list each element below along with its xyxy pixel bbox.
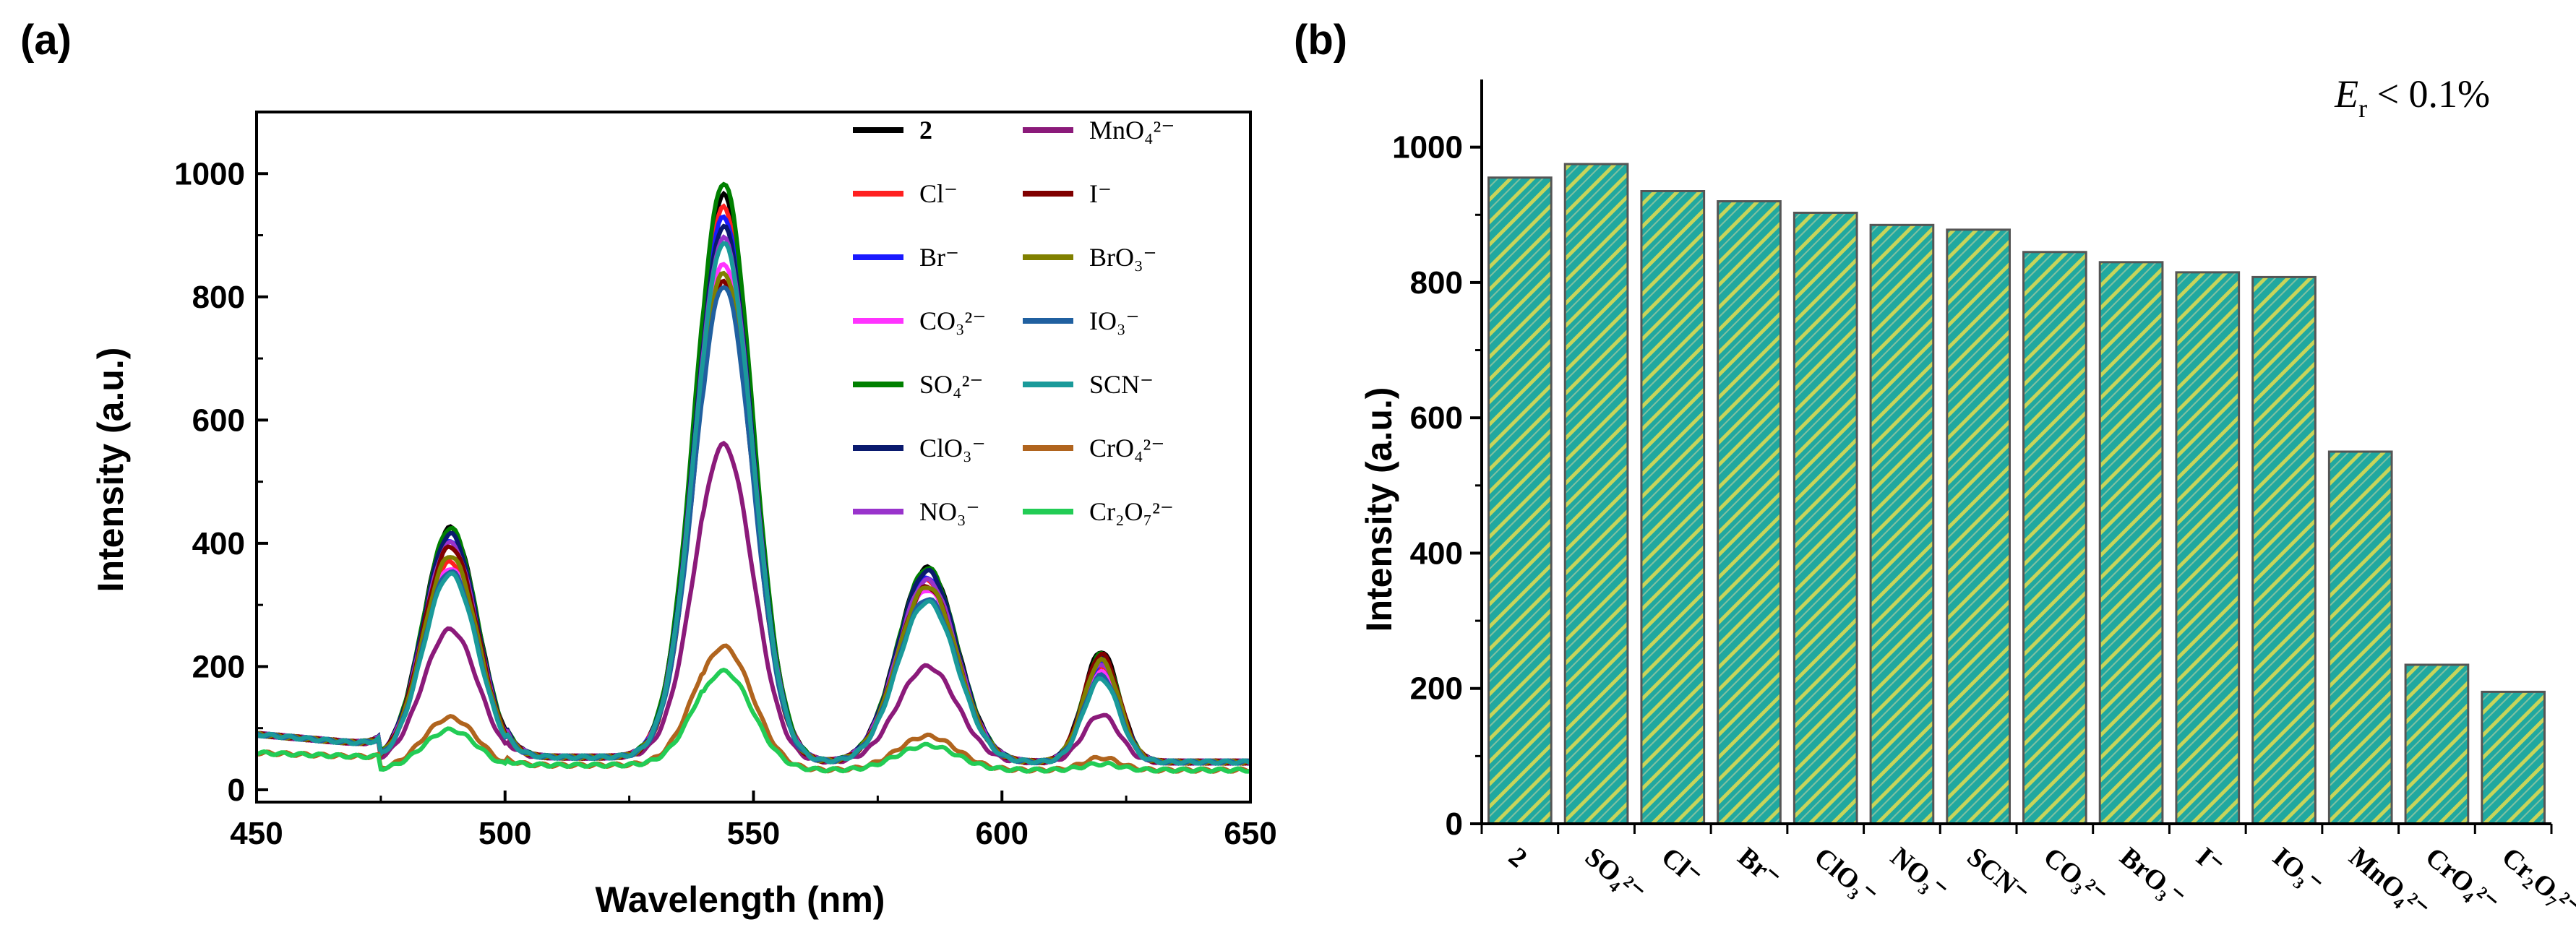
- legend-label: SCN⁻: [1089, 370, 1154, 399]
- panel-a-label: (a): [20, 17, 72, 64]
- b-y-axis-title: Intensity (a.u.): [1359, 387, 1399, 632]
- b-y-tick-label: 600: [1410, 400, 1463, 436]
- panel-b-label: (b): [1294, 17, 1347, 64]
- line-chart-axes: 450 500 550 600 650 0 200 400 600 800 1000: [174, 111, 1277, 851]
- legend-label: SO₄²⁻: [919, 370, 983, 399]
- bar-series-group: 2 SO₄²⁻ Cl⁻ Br⁻ ClO₃⁻ NO₃⁻ SCN⁻ CO₃²⁻ BrO₃⁻ I⁻ IO₃…: [1487, 163, 2576, 925]
- legend-label: CrO₄²⁻: [1089, 434, 1164, 462]
- bar-category-label: SO₄²⁻: [1579, 842, 1651, 908]
- line-chart-panel: (a) 450 500 550 600 650 0 200 400 600 800 1000 2 Cl…: [20, 17, 1277, 920]
- b-y-tick-label: 0: [1446, 806, 1463, 842]
- relative-error-annotation: Er < 0.1%: [2334, 72, 2490, 123]
- bar: [1869, 223, 1935, 825]
- legend-label: ClO₃⁻: [919, 434, 986, 462]
- a-x-tick-label: 550: [727, 816, 780, 851]
- legend-label: NO₃⁻: [919, 497, 980, 526]
- bar: [2251, 275, 2317, 825]
- bar: [2022, 251, 2087, 825]
- legend-label: Cr₂O₇²⁻: [1089, 497, 1174, 526]
- a-x-tick-label: 600: [976, 816, 1029, 851]
- bar-category-label: BrO₃⁻: [2114, 842, 2191, 913]
- bar-category-label: ClO₃⁻: [1808, 842, 1883, 911]
- legend-label: I⁻: [1089, 179, 1112, 208]
- a-y-tick-label: 1000: [174, 156, 245, 191]
- legend-label: IO₃⁻: [1089, 306, 1140, 335]
- bar: [1640, 190, 1706, 825]
- bar-category-label: CrO₄²⁻: [2420, 842, 2504, 919]
- b-y-tick-label: 200: [1410, 671, 1463, 707]
- legend-label: BrO₃⁻: [1089, 243, 1157, 272]
- bar-category-label: Cr₂O₇²⁻: [2496, 842, 2576, 925]
- bar-chart-panel: (b) 2 SO₄²⁻ Cl⁻ Br⁻ ClO₃⁻ NO₃⁻ SCN⁻ CO₃²⁻ BrO₃⁻ I…: [1294, 17, 2576, 925]
- bar-chart-axes: 0 200 400 600 800 1000: [1392, 79, 2553, 842]
- bar-category-label: IO₃⁻: [2267, 842, 2328, 900]
- a-y-tick-label: 200: [192, 649, 245, 684]
- legend-label: MnO₄²⁻: [1089, 116, 1175, 145]
- bar: [1487, 176, 1553, 825]
- a-y-axis-title: Intensity (a.u.): [90, 348, 131, 593]
- b-y-tick-label: 800: [1410, 265, 1463, 301]
- bar-category-label: CO₃²⁻: [2038, 842, 2112, 911]
- bar: [2481, 690, 2546, 825]
- a-x-tick-label: 500: [478, 816, 531, 851]
- bar-category-label: Br⁻: [1732, 842, 1786, 894]
- legend-label: 2: [919, 116, 932, 145]
- bar: [1563, 163, 1629, 825]
- bar-category-label: I⁻: [2191, 842, 2230, 882]
- bar: [2404, 663, 2470, 825]
- spectra-series-group: [255, 181, 1252, 774]
- spectrum-line: [256, 667, 1251, 774]
- bar: [2327, 450, 2393, 825]
- bar-category-label: SCN⁻: [1961, 842, 2034, 910]
- a-y-tick-label: 0: [228, 772, 245, 808]
- legend-label: Br⁻: [919, 243, 959, 272]
- a-x-tick-label: 650: [1224, 816, 1276, 851]
- bar-category-label: Cl⁻: [1656, 842, 1707, 892]
- b-y-tick-label: 1000: [1392, 130, 1463, 165]
- a-x-axis-title: Wavelength (nm): [596, 879, 885, 920]
- spectrum-line: [255, 241, 1252, 766]
- bar-category-label: NO₃⁻: [1885, 842, 1954, 906]
- bar: [2175, 271, 2241, 825]
- bar: [2098, 261, 2164, 825]
- a-x-tick-label: 450: [230, 816, 283, 851]
- line-chart-legend: 2 Cl⁻ Br⁻ CO₃²⁻ SO₄²⁻ ClO₃⁻ NO₃⁻ MnO₄²⁻ I⁻ BrO₃⁻ I…: [853, 116, 1175, 526]
- a-y-tick-label: 800: [192, 280, 245, 315]
- b-y-tick-label: 400: [1410, 535, 1463, 571]
- a-y-tick-label: 600: [192, 402, 245, 438]
- spectrum-line: [255, 440, 1252, 766]
- a-y-tick-label: 400: [192, 526, 245, 561]
- bar-category-label: 2: [1503, 842, 1533, 874]
- legend-label: CO₃²⁻: [919, 306, 986, 335]
- bar: [1717, 200, 1782, 825]
- spectrum-line: [256, 643, 1251, 774]
- bar-category-label: MnO₄²⁻: [2343, 842, 2434, 925]
- bar: [1946, 228, 2011, 825]
- legend-label: Cl⁻: [919, 179, 958, 208]
- bar: [1793, 211, 1858, 825]
